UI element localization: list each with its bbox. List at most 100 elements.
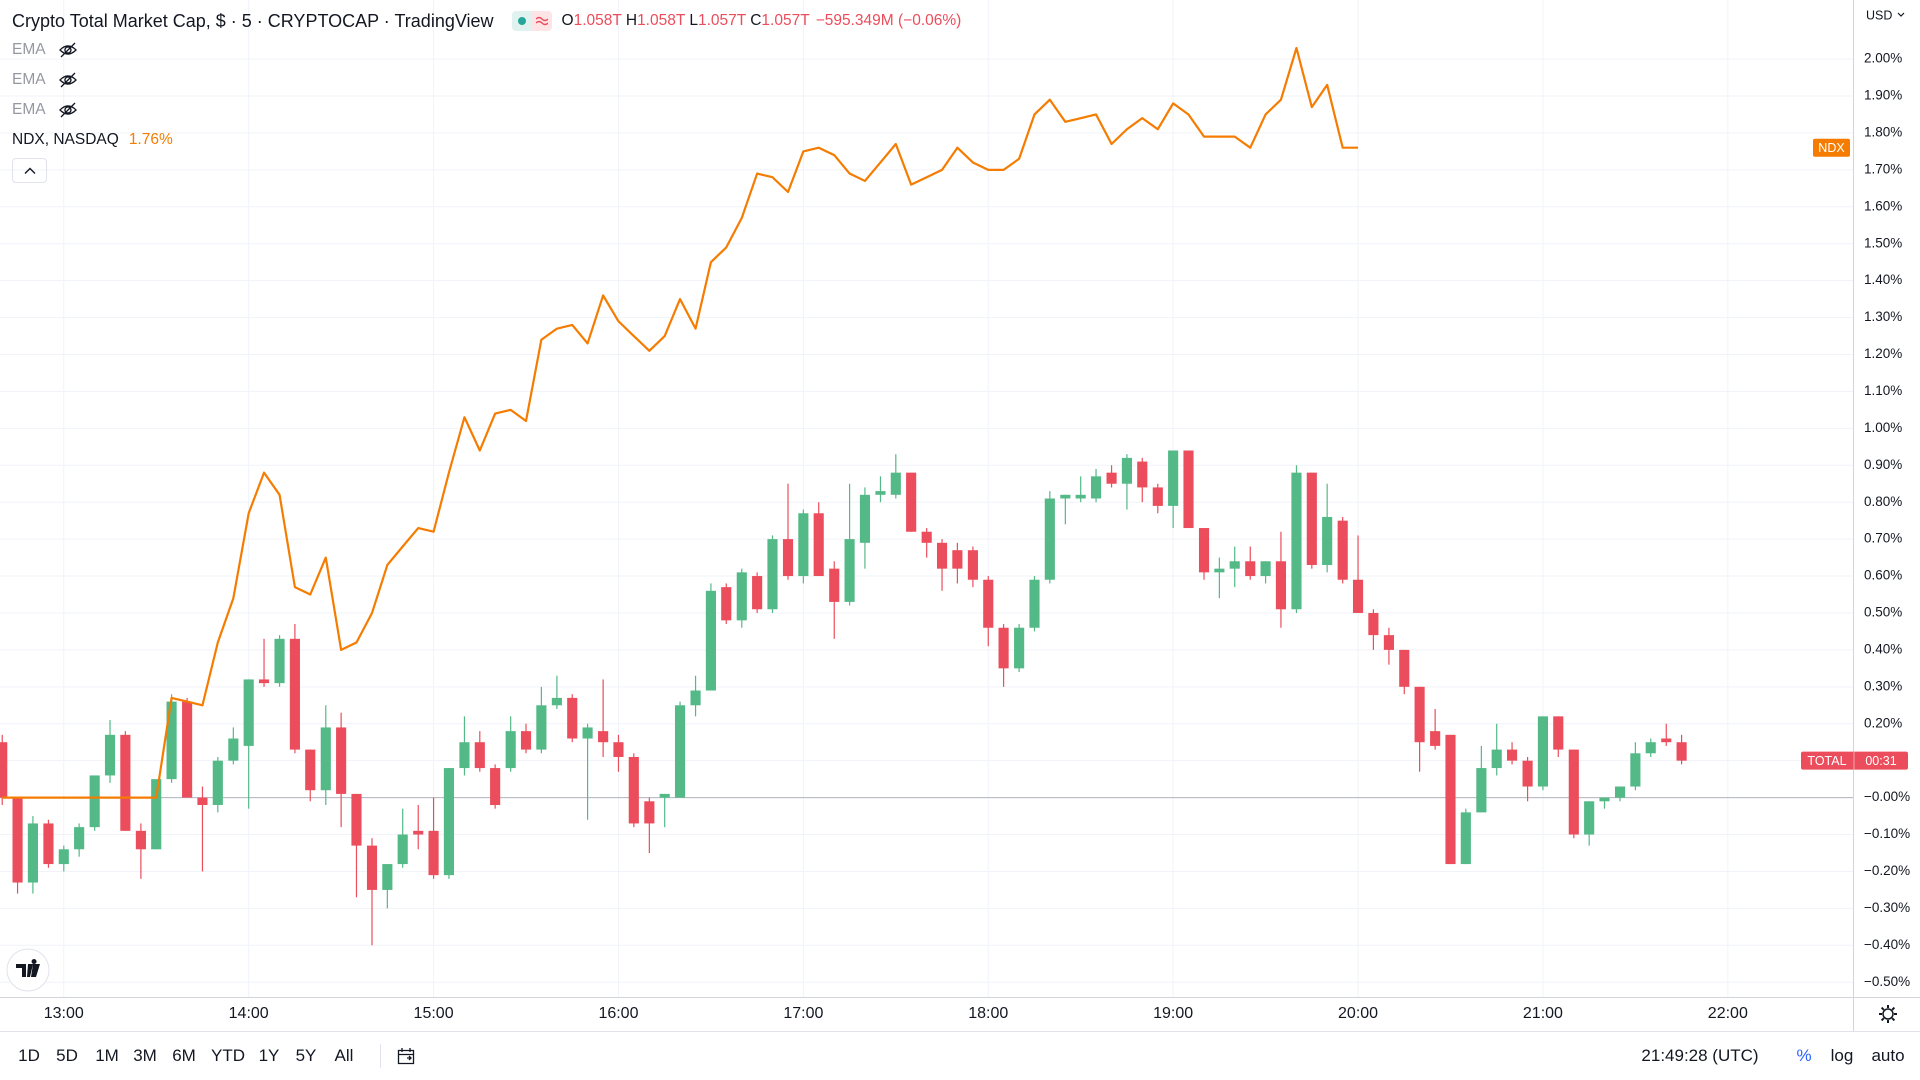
hidden-eye-icon[interactable] (58, 101, 78, 119)
candle-body (1568, 749, 1579, 835)
y-tick-label: 1.20% (1864, 346, 1902, 361)
candle-body (659, 793, 670, 798)
chart: USD −0.50% −0.40% −0.30% −0.20% −0.10% −0.00%… (0, 0, 1920, 1031)
candle-body (305, 749, 316, 791)
candle-body (289, 638, 300, 750)
indicator-name[interactable]: EMA (12, 101, 46, 118)
scale-option[interactable]: auto (1871, 1046, 1905, 1065)
gear-teeth (1879, 1005, 1897, 1023)
status-badge[interactable] (511, 11, 552, 31)
eye-path (58, 72, 77, 88)
candle-body (1399, 649, 1410, 687)
candle-body (952, 550, 963, 569)
candle-body (906, 472, 917, 532)
candle-body (43, 823, 54, 865)
candle-body (243, 679, 254, 746)
x-tick-label: 17:00 (783, 1005, 823, 1022)
y-tick-label: 0.50% (1864, 605, 1902, 620)
candle-body (844, 539, 855, 602)
indicator-name[interactable]: EMA (12, 41, 46, 58)
countdown-label: 00:31 (1865, 754, 1896, 768)
candle-body (567, 697, 578, 739)
plot (0, 46, 1687, 946)
grid (0, 0, 1853, 997)
indicator-name[interactable]: EMA (12, 71, 46, 88)
candle-body (1522, 760, 1533, 787)
candle-body (1291, 472, 1302, 610)
candle-body (1229, 561, 1240, 569)
candle-body (1044, 498, 1055, 580)
hidden-eye-icon[interactable] (58, 41, 78, 59)
y-tick-label: 0.70% (1864, 531, 1902, 546)
change-value: −595.349M (−0.06%) (815, 12, 962, 29)
indicator-row: EMA (12, 67, 78, 93)
y-tick-label: 1.60% (1864, 198, 1902, 213)
price-tag-label: TOTAL (1807, 754, 1846, 768)
candle-body (767, 539, 778, 610)
price-tag-label: NDX (1818, 141, 1845, 155)
goto-date-button[interactable] (396, 1046, 416, 1066)
candle-body (936, 542, 948, 569)
collapse-legend-button[interactable] (12, 158, 47, 183)
settings-gear[interactable] (1879, 1005, 1897, 1023)
logo-mark (16, 959, 40, 977)
candle-body (1537, 716, 1548, 787)
candle-body (228, 738, 239, 761)
x-tick-label: 16:00 (598, 1005, 638, 1022)
clock[interactable]: 21:49:28 (UTC) (1641, 1046, 1759, 1065)
candle-body (1306, 472, 1317, 565)
candle-body (74, 827, 85, 850)
candle-body (752, 576, 763, 610)
candle-body (104, 734, 116, 776)
y-tick-label: −0.00% (1864, 789, 1910, 804)
scale-option[interactable]: % (1796, 1046, 1812, 1065)
y-tick-label: 0.90% (1864, 457, 1902, 472)
x-tick-label: 18:00 (968, 1005, 1008, 1022)
tv-logo[interactable] (6, 948, 50, 992)
status-live (511, 11, 532, 31)
y-tick-label: 1.50% (1864, 235, 1902, 250)
eye-path (58, 102, 77, 118)
candle-body (443, 768, 454, 876)
range-button[interactable]: All (334, 1046, 354, 1065)
y-tick-label: 1.80% (1864, 124, 1902, 139)
candle-body (921, 531, 932, 543)
candle-body (197, 797, 208, 805)
range-button[interactable]: 5D (56, 1046, 78, 1065)
candle-body (536, 705, 547, 750)
legend-main: Crypto Total Market Cap, $ · 5 · CRYPTOC… (12, 8, 961, 34)
currency-chevron[interactable] (1897, 12, 1905, 17)
candle-body (0, 742, 8, 798)
candle-body (212, 760, 223, 805)
candle-body (1137, 461, 1148, 488)
range-button[interactable]: 1D (18, 1046, 40, 1065)
candle-body (890, 472, 901, 495)
range-button[interactable]: 5Y (295, 1046, 317, 1065)
symbol-title[interactable]: Crypto Total Market Cap, $ · 5 · CRYPTOC… (12, 11, 494, 31)
candle-body (1584, 801, 1595, 835)
candle-body (1383, 635, 1394, 650)
candle-body (690, 690, 701, 706)
range-button[interactable]: 6M (172, 1046, 196, 1065)
y-tick-label: 1.30% (1864, 309, 1902, 324)
scale-option[interactable]: log (1830, 1046, 1854, 1065)
candle-body (336, 727, 347, 794)
y-tick-label: 0.20% (1864, 715, 1902, 730)
hidden-eye-icon[interactable] (58, 71, 78, 89)
range-button[interactable]: YTD (211, 1046, 245, 1065)
candle-body (89, 775, 100, 828)
candle-body (505, 731, 516, 769)
candle-body (1430, 731, 1441, 746)
candle-body (135, 830, 146, 850)
candle-body (1506, 749, 1518, 761)
range-button[interactable]: 1M (95, 1046, 119, 1065)
compare-symbol[interactable]: NDX, NASDAQ (12, 131, 119, 148)
y-tick-label: 1.70% (1864, 161, 1902, 176)
candle-body (413, 830, 424, 835)
range-button[interactable]: 1Y (258, 1046, 280, 1065)
range-button[interactable]: 3M (133, 1046, 157, 1065)
x-tick-label: 19:00 (1153, 1005, 1193, 1022)
currency-label[interactable]: USD (1866, 8, 1892, 22)
candle-body (798, 513, 809, 577)
